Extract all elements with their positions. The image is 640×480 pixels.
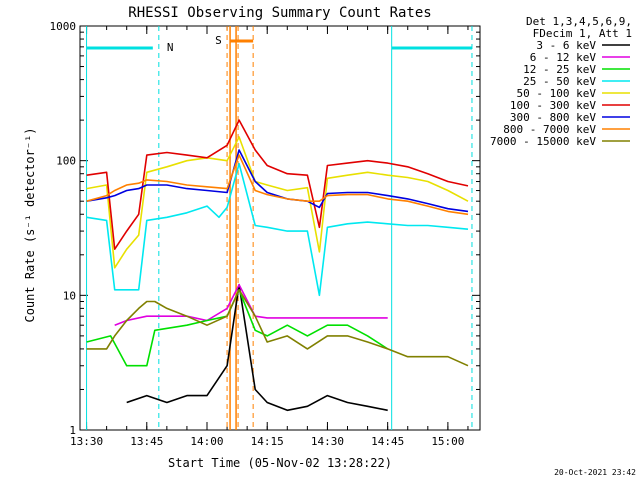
legend-label-7: 300 - 800 keV <box>510 111 596 124</box>
x-axis-label: Start Time (05-Nov-02 13:28:22) <box>168 456 392 470</box>
legend-label-5: 50 - 100 keV <box>517 87 597 100</box>
x-tick-label: 14:30 <box>311 435 344 448</box>
legend-label-4: 25 - 50 keV <box>523 75 596 88</box>
saa-label: S <box>215 34 222 47</box>
legend-label-6: 100 - 300 keV <box>510 99 596 112</box>
x-tick-label: 13:30 <box>70 435 103 448</box>
timestamp: 20-Oct-2021 23:42 <box>554 468 636 477</box>
legend: Det 1,3,4,5,6,9,FDecim 1, Att 13 - 6 keV… <box>490 15 632 148</box>
series-line-7 <box>86 149 469 213</box>
x-tick-label: 15:00 <box>431 435 464 448</box>
series-line-6 <box>86 119 469 250</box>
legend-label-2: 6 - 12 keV <box>530 51 597 64</box>
x-tick-label: 14:45 <box>371 435 404 448</box>
x-tick-label: 14:00 <box>190 435 223 448</box>
legend-label-8: 800 - 7000 keV <box>503 123 596 136</box>
series-line-4 <box>86 162 469 297</box>
y-tick-label: 100 <box>56 155 76 168</box>
y-tick-label: 10 <box>63 289 76 302</box>
series-line-5 <box>86 136 469 269</box>
plot-frame <box>79 25 481 431</box>
legend-label-1: 3 - 6 keV <box>536 39 596 52</box>
y-tick-label: 1000 <box>50 20 77 33</box>
x-tick-label: 14:15 <box>251 435 284 448</box>
series-line-9 <box>86 288 469 367</box>
legend-label-3: 12 - 25 keV <box>523 63 596 76</box>
legend-label-9: 7000 - 15000 keV <box>490 135 596 148</box>
x-tick-label: 13:45 <box>130 435 163 448</box>
chart-title: RHESSI Observing Summary Count Rates <box>128 5 431 21</box>
series-line-2 <box>114 283 388 326</box>
series-line-1 <box>126 283 388 412</box>
night-label: N <box>167 41 174 54</box>
plot-area: 1 10 100 1000 13:30 13:45 14:00 14:15 14:30 14:45… <box>50 20 481 448</box>
y-tick-label: 1 <box>69 424 76 437</box>
y-axis-label: Count Rate (s⁻¹ detector⁻¹) <box>23 127 37 322</box>
series-line-8 <box>86 154 469 216</box>
legend-header: Det 1,3,4,5,6,9, <box>526 15 632 28</box>
legend-header: FDecim 1, Att 1 <box>533 27 632 40</box>
